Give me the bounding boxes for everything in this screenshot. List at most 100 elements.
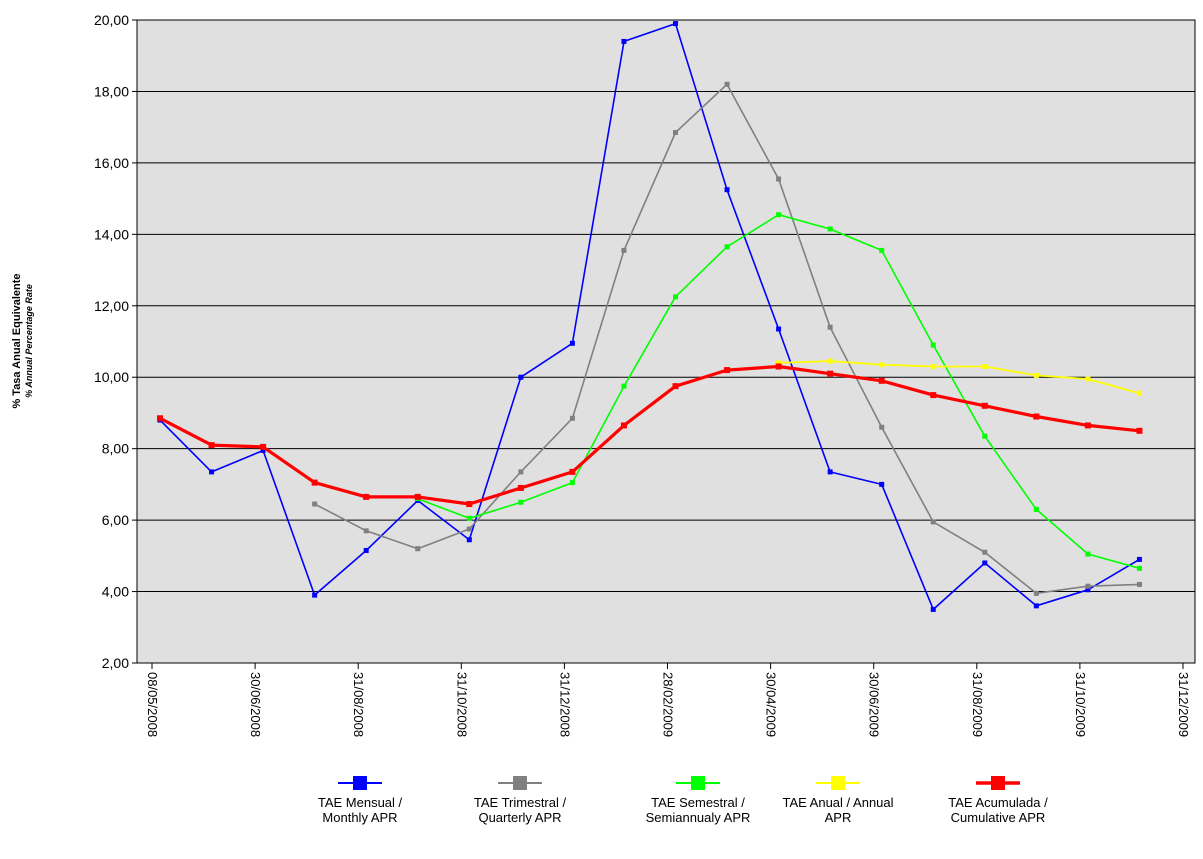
data-point [518,469,524,475]
data-point [466,537,472,543]
data-point [1033,590,1039,596]
data-point [878,377,885,384]
data-point [724,187,730,193]
data-point [879,362,885,368]
series-5 [157,363,1143,508]
series-2 [312,81,1142,596]
legend-label: Cumulative APR [951,810,1046,825]
data-point [673,130,678,136]
y-axis-title: % Tasa Anual Equivalente [11,273,23,408]
data-point [673,21,678,27]
data-point [414,493,421,500]
x-tick-label: 28/02/2009 [661,672,676,737]
legend-swatch-marker [691,776,705,790]
y-axis: 2,00 4,00 6,00 8,00 10,00 12,00 14,00 16,00 18,0… [94,12,137,671]
data-point [1084,422,1091,429]
data-point [1136,556,1142,562]
data-point [466,515,472,521]
data-point [569,468,576,475]
data-point [157,415,163,422]
data-point [518,374,524,380]
x-tick-label: 30/06/2009 [867,672,882,737]
legend-label: TAE Trimestral / [474,795,567,810]
legend: TAE Mensual /Monthly APR TAE Trimestral /… [318,776,1048,825]
data-point [724,367,731,374]
data-point [363,547,369,553]
data-point [312,501,318,507]
x-tick-label: 30/06/2008 [248,672,263,737]
data-point [981,402,988,409]
y-tick-label: 12,00 [94,298,129,314]
series-line [778,360,1140,395]
series-lines [157,21,1143,612]
data-point [1136,565,1142,571]
data-point [673,294,678,300]
legend-label: APR [825,810,852,825]
x-tick-label: 31/12/2009 [1176,672,1191,737]
y-tick-label: 2,00 [102,655,129,671]
y-axis-subtitle: % Annual Percentage Rate [24,284,34,398]
y-tick-label: 14,00 [94,226,129,242]
data-point [930,392,937,399]
data-point [827,324,833,330]
data-point [466,526,472,532]
data-point [208,442,215,449]
data-point [930,364,936,370]
data-point [209,469,215,475]
x-tick-label: 31/08/2008 [351,672,366,737]
data-point [879,247,885,253]
y-tick-label: 18,00 [94,83,129,99]
data-point [776,176,782,182]
data-point [517,484,524,491]
data-point [620,422,627,429]
legend-label: TAE Semestral / [651,795,745,810]
legend-label: Monthly APR [322,810,397,825]
data-point [1033,413,1040,420]
data-point [621,383,627,389]
legend-swatch-marker [991,776,1005,790]
data-point [1033,603,1039,609]
y-tick-label: 16,00 [94,155,129,171]
y-tick-label: 6,00 [102,512,129,528]
legend-label: TAE Acumulada / [948,795,1048,810]
data-point [930,342,936,348]
data-point [569,415,575,421]
series-line [159,22,1140,611]
legend-entry: TAE Mensual /Monthly APR [318,776,403,825]
data-point [982,549,988,555]
legend-entry: TAE Acumulada /Cumulative APR [948,776,1048,825]
legend-label: Semiannualy APR [646,810,751,825]
data-point [827,358,833,364]
legend-swatch-marker [513,776,527,790]
data-point [827,469,833,475]
legend-entry: TAE Semestral /Semiannualy APR [646,776,751,825]
x-tick-label: 08/05/2008 [145,672,160,737]
data-point [775,363,782,370]
data-point [569,340,575,346]
plot-border [136,19,1196,664]
data-point [724,81,730,87]
data-point [982,560,988,566]
data-point [621,247,627,253]
y-tick-label: 4,00 [102,584,129,600]
y-tick-label: 8,00 [102,441,129,457]
x-tick-label: 31/10/2009 [1073,672,1088,737]
y-tick-label: 20,00 [94,12,129,28]
series-4 [776,358,1142,396]
data-point [930,606,936,612]
data-point [1033,506,1039,512]
data-point [827,226,833,232]
data-point [311,479,318,486]
data-point [1085,551,1091,557]
data-point [776,360,782,366]
data-point [724,244,730,250]
data-point [312,592,318,598]
data-point [518,499,524,505]
data-point [1085,587,1091,593]
legend-swatch-marker [831,776,845,790]
data-point [1136,427,1143,434]
data-point [827,370,834,377]
data-point [363,528,369,534]
data-point [260,447,266,453]
